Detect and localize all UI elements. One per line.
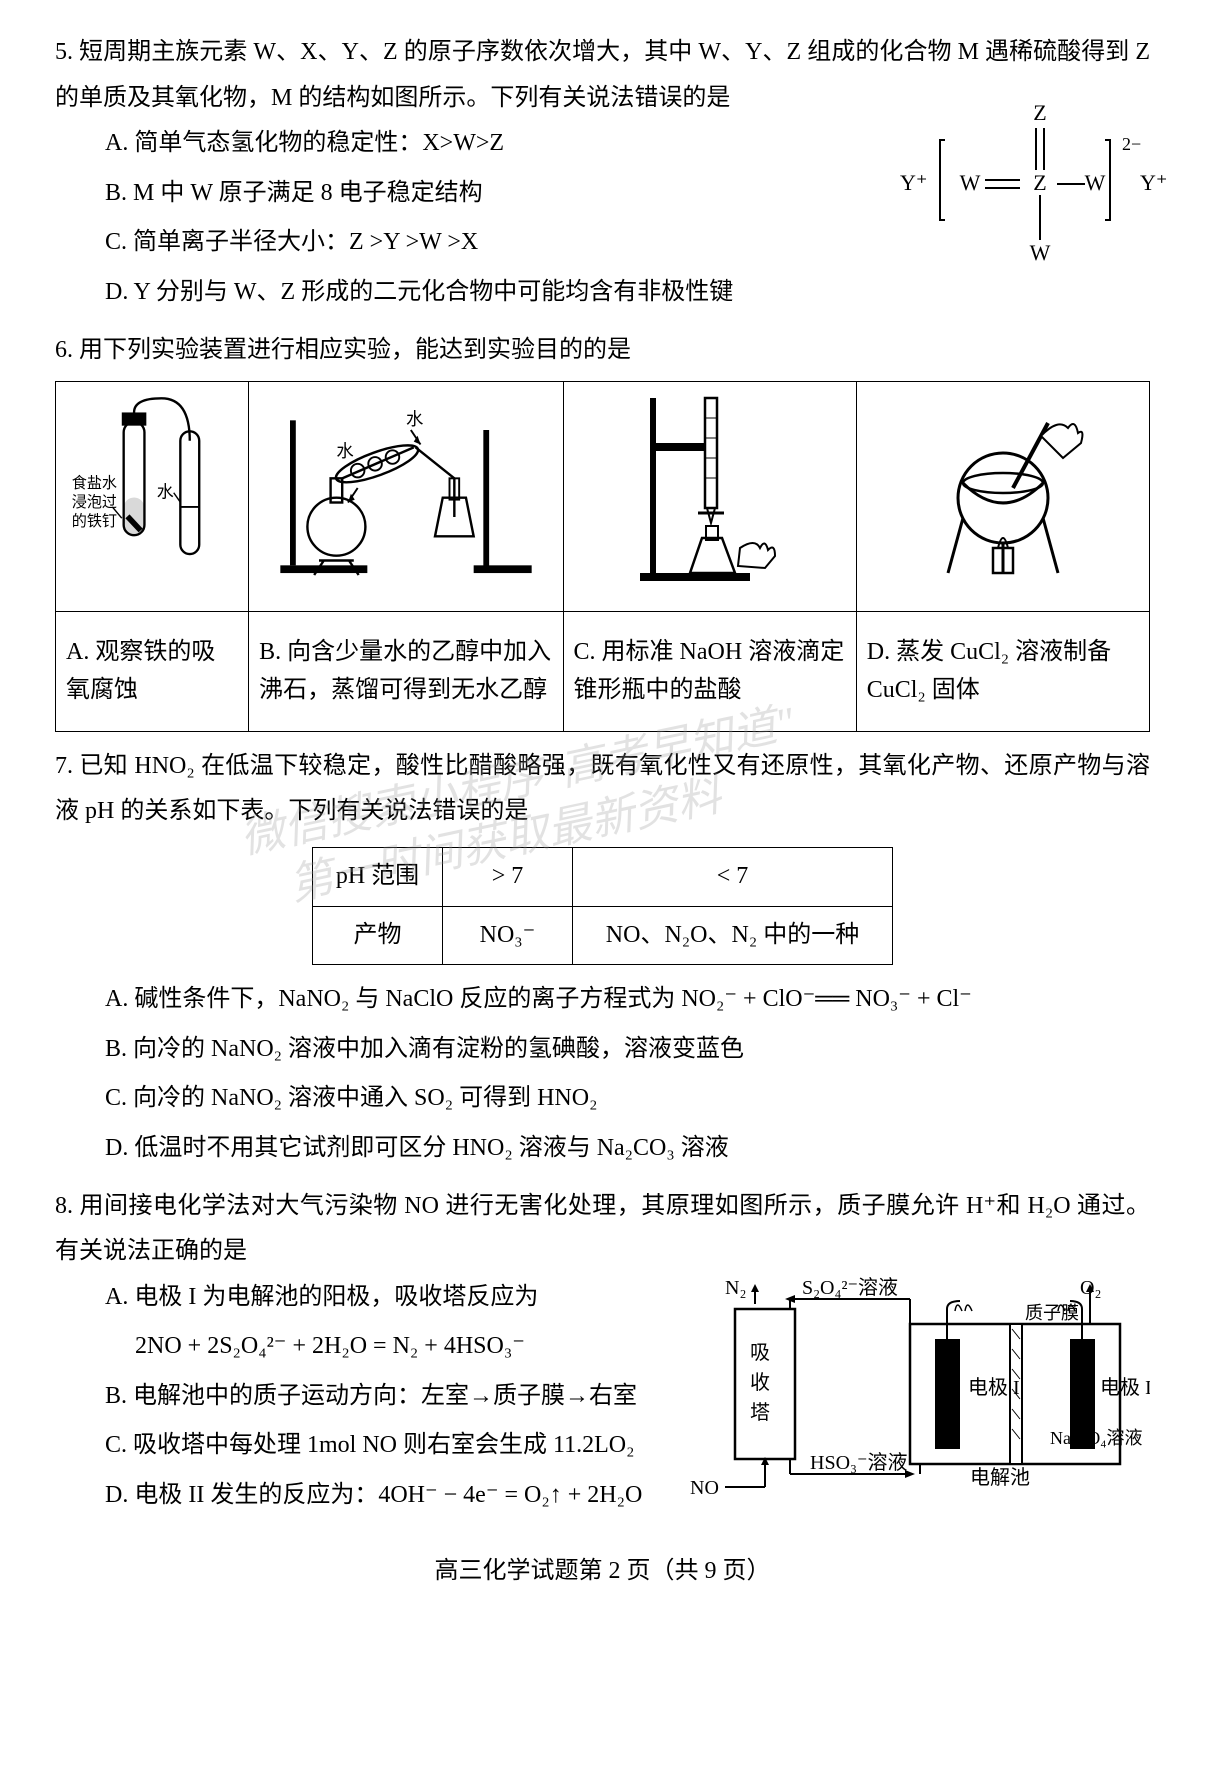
q6-caption-b: B. 向含少量水的乙醇中加入沸石，蒸馏可得到无水乙醇: [249, 611, 563, 731]
q6-caption-d: D. 蒸发 CuCl₂ 溶液制备 CuCl₂ 固体: [856, 611, 1149, 731]
svg-text:的铁钉: 的铁钉: [72, 513, 117, 530]
q7-cell: NO、N₂O、N₂ 中的一种: [573, 906, 893, 965]
label-water-in: 水: [406, 409, 423, 429]
diag-y-right: Y⁺: [1140, 170, 1168, 195]
question-6: 6. 用下列实验装置进行相应实验，能达到实验目的的是 食盐水 浸泡过 的: [55, 328, 1150, 732]
q7-cell: > 7: [443, 847, 573, 906]
lbl-no: NO: [690, 1477, 719, 1499]
apparatus-a: 食盐水 浸泡过 的铁钉 水: [67, 388, 237, 588]
lbl-na2so4: Na₂SO₄溶液: [1050, 1428, 1143, 1448]
diag-y-left: Y⁺: [900, 170, 928, 195]
lbl-s2o4: S₂O₄²⁻溶液: [802, 1276, 898, 1299]
svg-text:浸泡过: 浸泡过: [72, 494, 117, 511]
q7-cell: pH 范围: [313, 847, 443, 906]
lbl-membrane: 质子膜: [1025, 1303, 1079, 1323]
q8-option-c: C. 吸收塔中每处理 1mol NO 则右室会生成 11.2LO₂: [105, 1423, 715, 1469]
q7-option-b: B. 向冷的 NaNO₂ 溶液中加入滴有淀粉的氢碘酸，溶液变蓝色: [105, 1027, 1150, 1073]
diag-w-bottom: W: [1030, 240, 1051, 265]
q8-option-b: B. 电解池中的质子运动方向：左室→质子膜→右室: [105, 1374, 715, 1420]
q5-option-a: A. 简单气态氢化物的稳定性：X>W>Z: [105, 121, 855, 167]
label-water-out: 水: [336, 441, 353, 461]
svg-text:食盐水: 食盐水: [72, 475, 117, 492]
apparatus-d: [903, 388, 1103, 588]
q7-stem: 7. 已知 HNO₂ 在低温下较稳定，酸性比醋酸略强，既有氧化性又有还原性，其氧…: [55, 744, 1150, 835]
diag-z-top: Z: [1033, 100, 1046, 125]
q7-option-c: C. 向冷的 NaNO₂ 溶液中通入 SO₂ 可得到 HNO₂: [105, 1076, 1150, 1122]
question-5: 5. 短周期主族元素 W、X、Y、Z 的原子序数依次增大，其中 W、Y、Z 组成…: [55, 30, 1150, 316]
diag-w-left: W: [960, 170, 981, 195]
lbl-n2: N₂: [725, 1277, 746, 1299]
q7-option-a: A. 碱性条件下，NaNO₂ 与 NaClO 反应的离子方程式为 NO₂⁻ + …: [105, 977, 1150, 1023]
q7-cell: NO₃⁻: [443, 906, 573, 965]
diag-w-right: W: [1085, 170, 1106, 195]
lbl-elec2: 电极 II: [1100, 1376, 1150, 1399]
apparatus-b: 水 水: [261, 388, 551, 588]
q6-stem: 6. 用下列实验装置进行相应实验，能达到实验目的的是: [55, 328, 1150, 374]
q5-option-d: D. Y 分别与 W、Z 形成的二元化合物中可能均含有非极性键: [105, 270, 855, 316]
q5-option-c: C. 简单离子半径大小：Z >Y >W >X: [105, 220, 855, 266]
q7-table: pH 范围 > 7 < 7 产物 NO₃⁻ NO、N₂O、N₂ 中的一种: [312, 847, 893, 965]
page-footer: 高三化学试题第 2 页（共 9 页）: [55, 1549, 1150, 1595]
q8-option-a: A. 电极 I 为电解池的阳极，吸收塔反应为: [105, 1275, 715, 1321]
q5-option-b: B. M 中 W 原子满足 8 电子稳定结构: [105, 171, 855, 217]
q5-structure-diagram: Z Y⁺ Y⁺ 2− W Z W W: [890, 100, 1170, 270]
apparatus-c: [610, 388, 810, 588]
question-8: 8. 用间接电化学法对大气污染物 NO 进行无害化处理，其原理如图所示，质子膜允…: [55, 1184, 1150, 1519]
svg-text:收: 收: [750, 1371, 770, 1394]
q8-electrochemical-diagram: N₂ S₂O₄²⁻溶液 O₂ 吸 收 塔 NO HSO₃⁻溶液: [650, 1269, 1150, 1519]
q6-table: 食盐水 浸泡过 的铁钉 水: [55, 381, 1150, 732]
lbl-hso3: HSO₃⁻溶液: [810, 1451, 908, 1474]
q6-caption-c: C. 用标准 NaOH 溶液滴定锥形瓶中的盐酸: [563, 611, 856, 731]
lbl-cell: 电解池: [970, 1466, 1030, 1489]
q7-cell: < 7: [573, 847, 893, 906]
q8-stem: 8. 用间接电化学法对大气污染物 NO 进行无害化处理，其原理如图所示，质子膜允…: [55, 1184, 1150, 1275]
svg-text:塔: 塔: [750, 1401, 770, 1424]
lbl-elec1: 电极 I: [968, 1376, 1020, 1399]
svg-text:吸: 吸: [750, 1342, 770, 1364]
diag-z-center: Z: [1033, 170, 1046, 195]
q8-option-d: D. 电极 II 发生的反应为：4OH⁻ − 4e⁻ = O₂↑ + 2H₂O: [105, 1473, 715, 1519]
q7-cell: 产物: [313, 906, 443, 965]
label-water-a: 水: [157, 483, 174, 502]
question-7: 微信搜索小程序"高考早知道" 第一时间获取最新资料 7. 已知 HNO₂ 在低温…: [55, 744, 1150, 1172]
q7-option-d: D. 低温时不用其它试剂即可区分 HNO₂ 溶液与 Na₂CO₃ 溶液: [105, 1126, 1150, 1172]
q8-option-a2: 2NO + 2S₂O₄²⁻ + 2H₂O = N₂ + 4HSO₃⁻: [135, 1324, 715, 1370]
diag-charge: 2−: [1122, 134, 1141, 154]
q6-caption-a: A. 观察铁的吸氧腐蚀: [56, 611, 249, 731]
